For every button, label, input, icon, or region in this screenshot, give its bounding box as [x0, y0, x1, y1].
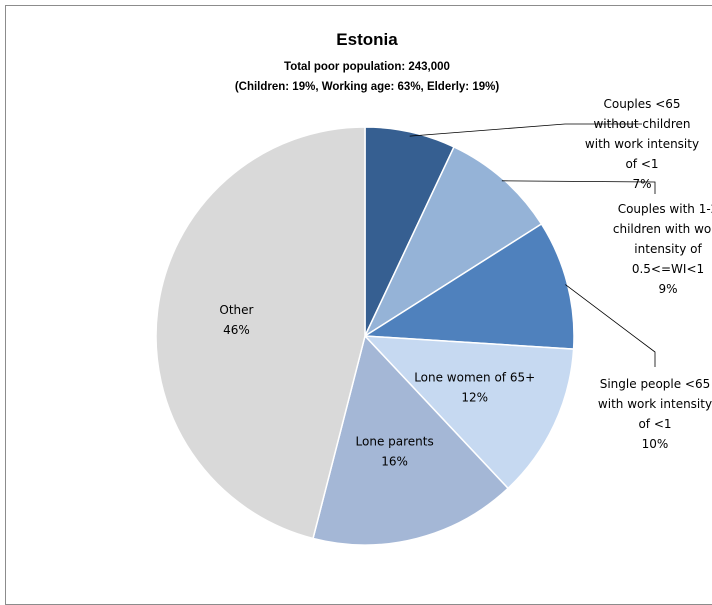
- slice-label-couples-65-line-1: Couples <65: [603, 97, 680, 111]
- slice-label-couples-65-value: 7%: [632, 177, 651, 191]
- chart-title: Estonia: [336, 30, 398, 49]
- slice-label-couples-65-line-3: with work intensity: [585, 137, 699, 151]
- slice-label-couples-with-1-2-line-2: children with work: [613, 222, 712, 236]
- leader-line-couples-65: [409, 123, 642, 137]
- slice-label-couples-with-1-2-line-3: intensity of: [634, 242, 702, 256]
- slice-label-lone-women-of-65-value: 12%: [461, 391, 488, 405]
- slice-label-couples-with-1-2-line-4: 0.5<=WI<1: [632, 262, 704, 276]
- slice-label-lone-women-of-65-line-1: Lone women of 65+: [414, 371, 535, 385]
- slice-label-couples-65-line-4: of <1: [625, 157, 658, 171]
- leader-line-single-people-65: [565, 284, 656, 367]
- slice-label-single-people-65-line-1: Single people <65: [600, 377, 711, 391]
- slice-label-single-people-65-value: 10%: [642, 437, 669, 451]
- slice-label-couples-65-line-2: without children: [593, 117, 690, 131]
- slice-label-single-people-65-line-2: with work intensity: [598, 397, 712, 411]
- pie-chart: Estonia Total poor population: 243,000 (…: [155, 30, 712, 546]
- slice-label-single-people-65-line-3: of <1: [638, 417, 671, 431]
- leader-line-couples-with-1-2: [501, 180, 656, 194]
- slice-label-couples-with-1-2-line-1: Couples with 1-2: [618, 202, 712, 216]
- slice-label-couples-with-1-2-value: 9%: [658, 282, 677, 296]
- chart-subtitle-line-2: (Children: 19%, Working age: 63%, Elderl…: [235, 81, 500, 93]
- pie-slice-couples-with-1-2: [363, 145, 543, 339]
- slice-labels: Couples <65 without children with work int…: [219, 97, 712, 468]
- slice-label-other-value: 46%: [223, 323, 250, 337]
- slice-label-other-line-1: Other: [219, 303, 253, 317]
- slice-label-lone-parents-line-1: Lone parents: [356, 434, 434, 448]
- slice-label-lone-parents-value: 16%: [381, 454, 408, 468]
- leader-lines: [409, 123, 656, 367]
- pie-slice-lone-parents: [312, 334, 510, 546]
- pie-slice-lone-women-of-65: [363, 335, 575, 490]
- pie-slices: [155, 126, 575, 546]
- pie-slice-single-people-65: [362, 222, 575, 350]
- pie-slice-other: [155, 126, 366, 540]
- chart-subtitle-line-1: Total poor population: 243,000: [284, 61, 450, 73]
